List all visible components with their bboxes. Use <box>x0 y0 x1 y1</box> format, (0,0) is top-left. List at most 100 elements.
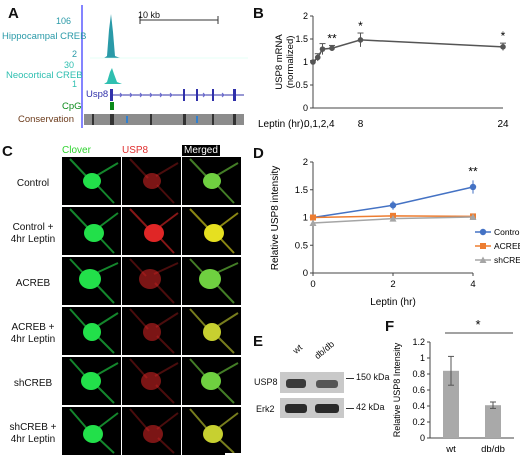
band-label-usp8: USP8 <box>254 377 278 387</box>
y-tick-label: 1 <box>420 353 425 363</box>
significance-mark: * <box>501 29 506 43</box>
micrograph-cell <box>182 357 241 405</box>
micrograph-cell <box>62 257 121 305</box>
gene-label: Usp8 <box>86 89 109 100</box>
x-tick-label: 2 <box>390 279 395 290</box>
row-label: ACREB + 4hr Leptin <box>10 322 56 345</box>
band-label-erk2: Erk2 <box>256 404 275 414</box>
genome-browser-track <box>81 5 248 128</box>
cpg-island <box>110 102 114 110</box>
panel-d-label: D <box>253 145 264 162</box>
hippocampal-max: 106 <box>56 16 72 26</box>
blot-usp8 <box>280 372 344 393</box>
cell-image <box>189 158 239 204</box>
micrograph-cell <box>182 207 241 255</box>
y-tick-label: 0.4 <box>412 401 425 411</box>
y-tick-label: 0.5 <box>295 80 308 90</box>
column-header-merged: Merged <box>182 145 220 156</box>
column-header-usp8: USP8 <box>122 145 149 156</box>
micrograph-cell <box>62 357 121 405</box>
y-tick-label: 2 <box>303 157 308 168</box>
significance-mark: * <box>475 318 480 332</box>
legend-label: ACREB <box>494 241 520 251</box>
y-tick-label: 1 <box>303 213 308 224</box>
data-point <box>314 54 321 61</box>
cell-image <box>189 208 239 254</box>
marker-circle <box>469 183 477 191</box>
cell-image <box>189 358 239 404</box>
y-tick-label: 1.5 <box>295 185 308 196</box>
cell-image <box>129 358 179 404</box>
x-tick-label: 0 <box>310 279 315 290</box>
series-shcreb <box>309 213 477 227</box>
micrograph-cell <box>122 157 181 205</box>
micrograph-cell <box>122 257 181 305</box>
x-tick-label: 4 <box>470 279 475 290</box>
cpg-label: CpG <box>62 101 82 112</box>
hippocampal-min: 2 <box>72 49 78 59</box>
y-tick-label: 1.5 <box>295 34 308 44</box>
conservation-track <box>84 114 244 125</box>
y-axis-label: Relative USP8 Intensity <box>392 342 402 437</box>
panel-c-label: C <box>2 143 13 160</box>
cell-image <box>129 258 179 304</box>
data-point <box>310 59 316 65</box>
scale-bar-label: 10 kb <box>138 10 161 20</box>
significance-mark: * <box>358 19 363 33</box>
blot-erk2 <box>280 398 344 418</box>
micrograph-cell <box>62 207 121 255</box>
cell-image <box>69 308 119 354</box>
marker-circle <box>389 202 397 209</box>
chart-b-usp8-mrna: 0 0.5 1 1.5 2 USP8 mRNA (normalized) Leptin (hr… <box>258 11 509 130</box>
row-label: shCREB <box>13 378 53 389</box>
micrograph-cell <box>182 157 241 205</box>
bar <box>443 370 459 438</box>
category-label: db/db <box>481 444 505 455</box>
significance-mark: ** <box>468 164 478 178</box>
legend-label: shCREB <box>494 255 520 265</box>
marker-triangle <box>479 256 487 263</box>
cell-image <box>69 208 119 254</box>
cell-image <box>129 308 179 354</box>
micrograph-cell <box>122 307 181 355</box>
x-tick-label: 0,1,2,4 <box>304 119 335 130</box>
cell-image <box>69 358 119 404</box>
marker-circle <box>479 228 487 236</box>
lane-label-wt: wt <box>290 342 305 356</box>
y-tick-label: 1.2 <box>412 337 425 347</box>
micrograph-cell <box>122 407 181 455</box>
neocortical-min: 1 <box>72 79 78 89</box>
cell-image <box>189 308 239 354</box>
hippocampal-peak <box>104 14 120 58</box>
cell-image <box>69 408 119 454</box>
y-tick-label: 0 <box>420 433 425 443</box>
marker-triangle <box>309 219 317 227</box>
marker-triangle <box>389 215 397 222</box>
x-tick-label: 24 <box>497 119 509 130</box>
data-point <box>329 45 335 51</box>
column-header-clover: Clover <box>62 145 91 156</box>
x-axis-label: Leptin (hr): <box>258 119 306 130</box>
legend-label: Control <box>494 227 520 237</box>
x-tick-label: 8 <box>358 119 364 130</box>
panel-b-label: B <box>253 5 264 22</box>
row-label: shCREB + 4hr Leptin <box>9 422 57 445</box>
panel-a-label: A <box>8 5 19 22</box>
y-tick-label: 1 <box>303 57 308 67</box>
cell-image <box>69 158 119 204</box>
panel-f-label: F <box>385 318 395 335</box>
y-tick-label: 0.5 <box>295 240 308 251</box>
micrograph-cell <box>122 357 181 405</box>
chart-f-bar: 0 0.2 0.4 0.6 0.8 1 1.2 Relative USP8 Intensity… <box>392 318 514 455</box>
hippocampal-track-label: Hippocampal CREB <box>2 31 87 42</box>
row-label: ACREB <box>15 278 51 289</box>
micrograph-cell <box>62 157 121 205</box>
series-line <box>312 39 504 63</box>
lane-label-dbdb: db/db <box>312 338 337 362</box>
bar <box>485 405 501 438</box>
y-tick-label: 0 <box>303 268 308 279</box>
y-axis-label: Relative USP8 intensity <box>270 166 281 271</box>
micrograph-cell <box>62 307 121 355</box>
neocortical-track-label: Neocortical CREB <box>6 70 83 81</box>
y-axis-label: USP8 mRNA <box>274 34 285 90</box>
